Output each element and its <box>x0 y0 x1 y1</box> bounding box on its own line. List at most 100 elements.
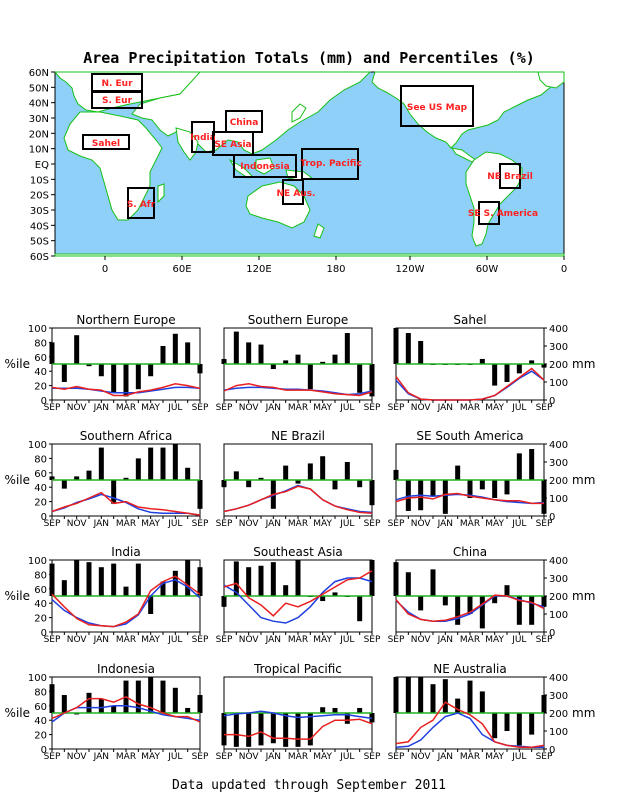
percentile-bar <box>442 596 448 606</box>
percentile-bar <box>49 476 55 480</box>
lon-label: 0 <box>561 264 567 275</box>
map-axes: 60N 50N 40N 30N 20N 10N EQ 10S 20S 30S 40S 50S 60S 0 6… <box>29 68 567 275</box>
percentile-bar <box>123 364 129 397</box>
mm-tick-label: 400 <box>549 324 568 335</box>
pct-tick-label: 100 <box>28 440 47 451</box>
percentile-bar <box>233 713 239 747</box>
percentile-bar <box>221 358 227 364</box>
pct-tick-label: 60 <box>34 702 47 713</box>
pct-tick-label: 40 <box>34 599 47 610</box>
month-label: SEP <box>192 752 209 762</box>
percentile-bar <box>74 476 80 480</box>
month-label: SEP <box>44 403 61 413</box>
percentile-bar <box>160 680 166 713</box>
percentile-bar <box>504 585 510 596</box>
month-label: SEP <box>536 635 553 645</box>
pct-tick-label: 60 <box>34 469 47 480</box>
percentile-bar <box>270 713 276 744</box>
mm-tick-label: 400 <box>549 440 568 451</box>
percentile-bar <box>393 562 399 596</box>
month-label: SEP <box>44 519 61 529</box>
percentile-bar <box>418 677 424 713</box>
percentile-bar <box>98 447 104 480</box>
percentile-bar <box>221 480 227 488</box>
mm-tick-label: 0 <box>549 512 555 523</box>
percentile-bar <box>98 698 104 713</box>
month-label: JAN <box>265 403 281 413</box>
month-label: SEP <box>388 635 405 645</box>
month-label: MAY <box>485 403 504 413</box>
percentile-bar <box>295 354 301 364</box>
mm-tick-label: 300 <box>549 342 568 353</box>
month-label: MAR <box>116 635 136 645</box>
landmass-japan <box>291 103 307 123</box>
mm-axis-label: mm <box>572 357 595 371</box>
percentile-bar <box>307 713 313 746</box>
lat-label: 50N <box>29 83 49 94</box>
pct-tick-label: 100 <box>28 673 47 684</box>
percentile-bar <box>418 596 424 611</box>
percentile-bar <box>467 480 473 498</box>
percentile-bar <box>49 342 55 364</box>
landmass-new-zealand <box>313 223 325 239</box>
percentile-bar <box>307 364 313 390</box>
percentile-bar <box>246 713 252 747</box>
region-box-s_afr <box>127 187 155 219</box>
panel-title: China <box>453 545 487 559</box>
month-label: MAY <box>141 519 160 529</box>
month-label: JUL <box>167 519 182 529</box>
month-label: SEP <box>192 519 209 529</box>
month-label: MAY <box>141 752 160 762</box>
percentile-bar <box>430 569 436 596</box>
pct-axis-label: %ile <box>5 706 30 720</box>
month-label: MAY <box>313 403 332 413</box>
landmass-australia <box>245 181 311 229</box>
percentile-bar <box>357 596 363 622</box>
panel-title: SE South America <box>416 429 523 443</box>
percentile-bar <box>197 480 203 509</box>
month-label: JAN <box>93 752 109 762</box>
mm-tick-label: 200 <box>549 709 568 720</box>
percentile-bar <box>185 560 191 596</box>
percentile-bar <box>320 596 326 602</box>
mm-axis-label: mm <box>572 589 595 603</box>
percentile-bar <box>148 447 154 480</box>
mm-tick-label: 300 <box>549 458 568 469</box>
landmass-africa <box>63 111 163 221</box>
percentile-bar <box>295 713 301 747</box>
percentile-bar <box>405 333 411 364</box>
month-label: JAN <box>265 519 281 529</box>
region-box-se_sam <box>478 201 500 225</box>
mm-tick-label: 100 <box>549 610 568 621</box>
month-label: MAR <box>460 635 480 645</box>
percentile-bar <box>111 563 117 596</box>
month-label: MAY <box>141 403 160 413</box>
percentile-bar <box>516 364 522 374</box>
percentile-bar <box>295 480 301 484</box>
month-label: JUL <box>511 635 526 645</box>
month-label: NOV <box>239 403 260 413</box>
landmass-north-america <box>371 71 556 149</box>
pct-tick-label: 0 <box>41 396 47 407</box>
region-label-indonesia: Indonesia <box>240 162 289 172</box>
region-box-ne_aus <box>282 179 304 205</box>
percentile-bar <box>49 684 55 713</box>
pct-tick-label: 80 <box>34 454 47 465</box>
percentile-bar <box>246 567 252 596</box>
month-label: JUL <box>339 752 354 762</box>
month-label: NOV <box>67 403 88 413</box>
panel-title: Southern Europe <box>248 313 349 327</box>
percentile-bar <box>295 560 301 596</box>
month-label: JAN <box>93 635 109 645</box>
percentile-bar <box>258 477 264 480</box>
percentile-bar <box>442 480 448 514</box>
lon-label: 60W <box>476 264 499 275</box>
percentile-bar <box>135 458 141 480</box>
percentile-bar <box>467 596 473 614</box>
mm-tick-label: 0 <box>549 396 555 407</box>
pct-tick-label: 20 <box>34 498 47 509</box>
pct-axis-label: %ile <box>5 589 30 603</box>
